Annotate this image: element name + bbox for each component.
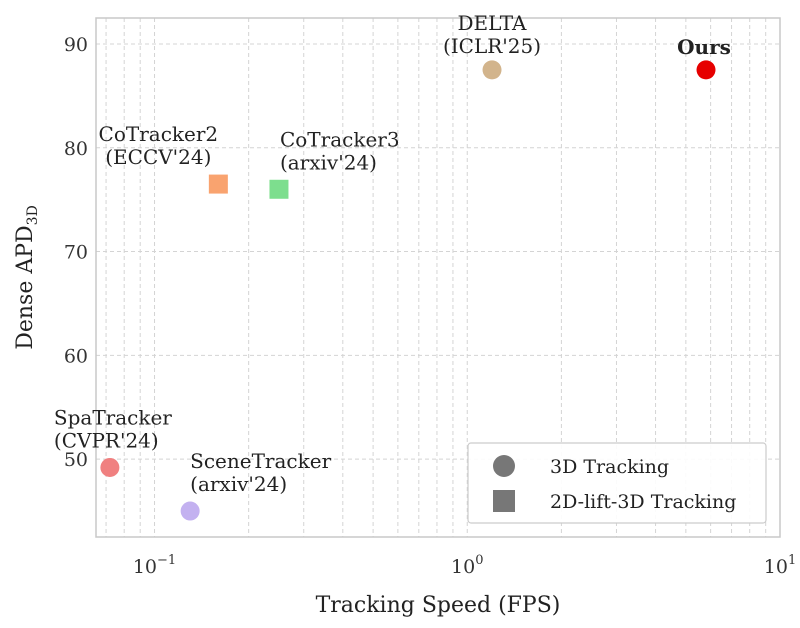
label-name: SceneTracker — [190, 449, 331, 473]
label-venue: (CVPR'24) — [54, 428, 159, 452]
plot-frame — [95, 17, 781, 538]
x-tick-base: 10 — [451, 556, 475, 578]
y-tick-label: 70 — [64, 242, 88, 264]
label-venue: (arxiv'24) — [190, 472, 287, 496]
label-spatracker: SpaTracker (CVPR'24) — [54, 405, 172, 452]
y-tick-label: 80 — [64, 138, 88, 160]
x-tick-label: 101 — [764, 553, 796, 578]
x-tick-exponent: 1 — [788, 553, 796, 568]
x-tick-exponent: 0 — [475, 553, 483, 568]
x-axis-label: Tracking Speed (FPS) — [316, 593, 561, 618]
y-axis-label-main: Dense APD — [13, 225, 38, 349]
y-tick-label: 60 — [64, 345, 88, 367]
point-spatracker — [100, 457, 120, 477]
point-delta — [482, 60, 502, 80]
legend-marker-square — [493, 490, 515, 512]
label-venue: (ICLR'25) — [443, 34, 541, 58]
y-tick-label: 90 — [64, 34, 88, 56]
label-name: CoTracker2 — [99, 122, 219, 146]
label-name: Ours — [677, 35, 731, 59]
y-tick-label: 50 — [64, 449, 88, 471]
label-scenetracker: SceneTracker (arxiv'24) — [190, 449, 331, 496]
legend: 3D Tracking 2D-lift-3D Tracking — [467, 442, 767, 524]
x-tick-base: 10 — [133, 556, 157, 578]
legend-entry-label: 2D-lift-3D Tracking — [550, 491, 736, 513]
x-tick-label: 10−1 — [133, 553, 176, 578]
y-axis-label-subscript: 3D — [25, 205, 41, 225]
label-cotracker2: CoTracker2 (ECCV'24) — [99, 122, 219, 169]
x-tick-label: 100 — [451, 553, 483, 578]
label-venue: (arxiv'24) — [280, 150, 377, 174]
legend-entry-label: 3D Tracking — [550, 456, 669, 478]
label-delta: DELTA (ICLR'25) — [443, 11, 541, 58]
label-name: CoTracker3 — [280, 127, 400, 151]
label-cotracker3: CoTracker3 (arxiv'24) — [280, 127, 400, 174]
grid — [96, 18, 781, 537]
point-ours — [696, 60, 716, 80]
legend-box — [467, 442, 767, 524]
point-scenetracker — [180, 501, 200, 521]
y-axis-label: Dense APD3D — [13, 205, 41, 350]
label-ours: Ours — [677, 35, 731, 59]
label-venue: (ECCV'24) — [105, 145, 211, 169]
x-tick-base: 10 — [764, 556, 788, 578]
label-name: SpaTracker — [54, 405, 172, 429]
point-cotracker3 — [269, 179, 289, 199]
point-cotracker2 — [208, 174, 228, 194]
legend-marker-circle — [493, 455, 515, 477]
label-name: DELTA — [458, 11, 528, 35]
x-tick-exponent: −1 — [157, 553, 176, 568]
